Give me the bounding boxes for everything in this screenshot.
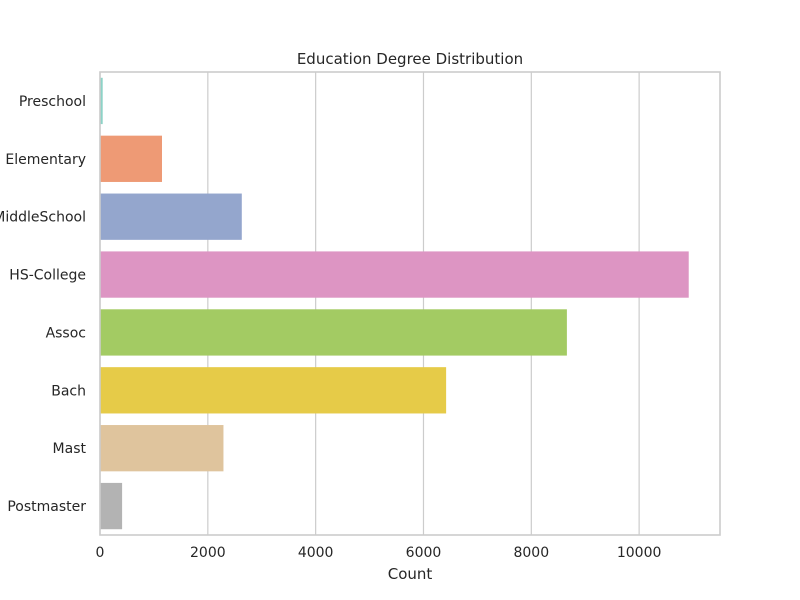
- y-tick-label: Mast: [53, 441, 87, 457]
- bar-mast: [100, 425, 224, 472]
- chart-title: Education Degree Distribution: [297, 50, 523, 68]
- x-tick-labels: 0 2000 4000 6000 8000 10000: [96, 545, 662, 561]
- x-tick-label: 2000: [190, 545, 226, 561]
- bar-hs-college: [100, 251, 689, 298]
- x-tick-label: 4000: [298, 545, 334, 561]
- y-tick-label: Elementary: [5, 152, 86, 168]
- y-tick-label: HS-College: [9, 268, 86, 284]
- plot-frame: [99, 71, 721, 536]
- y-tick-label: Assoc: [46, 325, 86, 341]
- x-axis-label: Count: [388, 565, 433, 583]
- x-tick-label: 8000: [513, 545, 549, 561]
- y-tick-labels: Preschool Elementary MiddleSchool HS-Colleg…: [0, 94, 86, 515]
- bar-preschool: [100, 77, 103, 125]
- x-tick-label: 6000: [406, 545, 442, 561]
- bar-elementary: [100, 135, 162, 182]
- bar-postmaster: [100, 482, 123, 530]
- bar-middleschool: [100, 193, 242, 240]
- x-tick-label: 10000: [617, 545, 662, 561]
- bar-bach: [100, 367, 447, 414]
- y-tick-label: Postmaster: [7, 499, 86, 515]
- y-tick-label: Preschool: [19, 94, 86, 110]
- bar-assoc: [100, 309, 567, 356]
- bars: [100, 77, 689, 530]
- x-tick-label: 0: [96, 545, 105, 561]
- y-tick-label: Bach: [51, 383, 86, 399]
- y-tick-label: MiddleSchool: [0, 210, 86, 226]
